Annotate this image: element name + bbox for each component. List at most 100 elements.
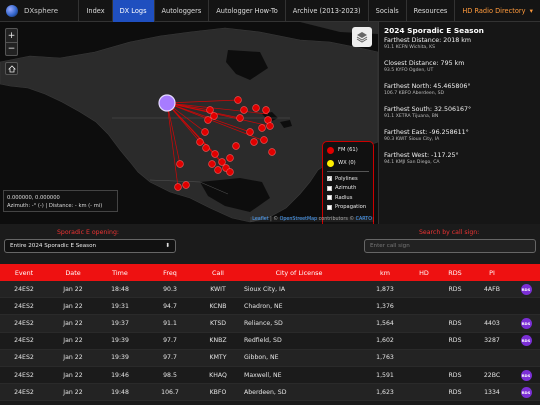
cell-freq: 106.7: [161, 388, 179, 396]
rds-badge-icon[interactable]: RDS: [520, 386, 532, 398]
cell-freq: 97.7: [163, 337, 177, 345]
coordinate-readout: 0.000000, 0.000000 Azimuth: -° (-) | Dis…: [3, 190, 118, 212]
table-row[interactable]: 24ES2 Jan 22 19:48 106.7 KBFO Aberdeen, SD 1,6…: [0, 384, 540, 402]
col-call[interactable]: Call: [212, 268, 224, 277]
cell-time: 18:48: [111, 285, 129, 293]
legend-fm[interactable]: FM (61): [327, 145, 369, 155]
cell-badge: RDS: [512, 369, 540, 381]
map-panel[interactable]: + − FM (61) WX (0) ✓ Polylines Azimuth Ra…: [0, 22, 378, 224]
table-row[interactable]: 24ES2 Jan 22 18:48 90.3 KWIT Sioux City, IA 1,…: [0, 281, 540, 299]
col-time[interactable]: Time: [112, 268, 128, 277]
home-button[interactable]: [5, 62, 18, 75]
cell-time: 19:48: [111, 388, 129, 396]
cell-km: 1,564: [376, 319, 394, 327]
col-km[interactable]: km: [380, 268, 390, 277]
propagation-label: Propagation: [335, 204, 367, 211]
nav-autologgers[interactable]: Autologgers: [153, 0, 209, 22]
rds-badge-icon[interactable]: RDS: [520, 335, 532, 347]
col-pi[interactable]: PI: [489, 268, 495, 277]
osm-link[interactable]: OpenStreetMap: [279, 217, 318, 222]
home-icon: [7, 64, 16, 72]
farthest-east-value: Farthest East: -96.258611°: [384, 129, 469, 136]
nav-index[interactable]: Index: [78, 0, 111, 22]
cell-call: KNBZ: [209, 337, 227, 345]
farthest-east: Farthest East: -96.258611° 90.3 KWIT Sio…: [384, 129, 535, 143]
chevron-down-icon: ⬍: [165, 243, 170, 249]
table-body: 24ES2 Jan 22 18:48 90.3 KWIT Sioux City, IA 1,…: [0, 281, 540, 402]
nav-archive[interactable]: Archive (2013-2023): [284, 0, 368, 22]
cell-pi: 4AFB: [484, 285, 500, 293]
brand-name: DXsphere: [24, 6, 59, 15]
coords-azimuth-distance: Azimuth: -° (-) | Distance: - km (- mi): [7, 203, 103, 209]
nav-dx-logs[interactable]: DX Logs: [111, 0, 154, 22]
cell-event: 24ES2: [14, 302, 34, 310]
cell-city: Gibbon, NE: [244, 354, 279, 362]
checkbox-checked-icon[interactable]: ✓: [327, 176, 332, 182]
us-mexico-border: [149, 179, 229, 195]
layers-button[interactable]: [352, 27, 372, 47]
table-row[interactable]: 24ES2 Jan 22 19:39 97.7 KMTY Gibbon, NE 1,763: [0, 349, 540, 367]
cell-rds: RDS: [448, 285, 462, 293]
opening-selected-value: Entire 2024 Sporadic E Season: [10, 243, 97, 249]
map-legend: FM (61) WX (0) ✓ Polylines Azimuth Radius…: [322, 141, 374, 224]
nav-socials[interactable]: Socials: [367, 0, 406, 22]
propagation-toggle[interactable]: Propagation: [327, 203, 369, 213]
cell-km: 1,602: [376, 337, 394, 345]
basemap[interactable]: [0, 22, 378, 224]
table-row[interactable]: 24ES2 Jan 22 19:46 98.5 KHAQ Maxwell, NE 1,591…: [0, 366, 540, 385]
zoom-out-button[interactable]: −: [6, 42, 17, 54]
nav-resources[interactable]: Resources: [405, 0, 455, 22]
great-lakes: [262, 112, 292, 128]
closest-distance-station: 93.5 KYFO Ogden, UT: [384, 68, 434, 73]
cell-km: 1,376: [376, 302, 394, 310]
farthest-south-station: 91.1 XETRA Tijuana, BN: [384, 114, 439, 119]
legend-wx-label: WX (0): [338, 160, 356, 166]
nav-hd-radio-label: HD Radio Directory: [462, 6, 526, 15]
farthest-north-station: 106.7 KBFO Aberdeen, SD: [384, 91, 445, 96]
col-event[interactable]: Event: [14, 268, 34, 277]
farthest-north-value: Farthest North: 45.465806°: [384, 83, 471, 90]
brand[interactable]: DXsphere: [0, 0, 78, 22]
col-city[interactable]: City of License: [275, 268, 323, 277]
nav-autologger-how-to[interactable]: Autologger How-To: [208, 0, 285, 22]
opening-select[interactable]: Entire 2024 Sporadic E Season ⬍: [4, 239, 176, 253]
table-row[interactable]: 24ES2 Jan 22 19:37 91.1 KTSD Reliance, SD 1,56…: [0, 315, 540, 333]
rds-badge-icon[interactable]: RDS: [520, 317, 532, 329]
checkbox-icon[interactable]: [327, 185, 332, 191]
rds-badge-icon[interactable]: RDS: [520, 283, 532, 295]
cell-event: 24ES2: [14, 371, 34, 379]
col-hd[interactable]: HD: [419, 268, 429, 277]
polylines-toggle[interactable]: ✓ Polylines: [327, 174, 369, 184]
cell-rds: RDS: [448, 371, 462, 379]
season-title: 2024 Sporadic E Season: [384, 26, 484, 35]
legend-wx[interactable]: WX (0): [327, 158, 369, 168]
col-freq[interactable]: Freq: [163, 268, 177, 277]
cell-freq: 90.3: [163, 285, 177, 293]
map-attribution: Leaflet | © OpenStreetMap contributors ©…: [250, 217, 374, 222]
zoom-in-button[interactable]: +: [7, 30, 16, 41]
azimuth-toggle[interactable]: Azimuth: [327, 184, 369, 194]
cell-rds: RDS: [448, 337, 462, 345]
cell-time: 19:39: [111, 337, 129, 345]
hudson-bay: [226, 50, 268, 80]
checkbox-icon[interactable]: [327, 204, 332, 210]
table-row[interactable]: 24ES2 Jan 22 19:39 97.7 KNBZ Redfield, SD 1,60…: [0, 332, 540, 350]
rds-badge-icon[interactable]: RDS: [520, 369, 532, 381]
col-rds[interactable]: RDS: [448, 268, 462, 277]
leaflet-link[interactable]: Leaflet: [252, 217, 269, 222]
cell-time: 19:39: [111, 354, 129, 362]
cell-freq: 98.5: [163, 371, 177, 379]
col-date[interactable]: Date: [65, 268, 81, 277]
checkbox-icon[interactable]: [327, 195, 332, 201]
call-sign-search-input[interactable]: Enter call sign: [364, 239, 536, 253]
fm-dot-icon: [327, 146, 334, 154]
farthest-south-value: Farthest South: 32.506167°: [384, 106, 472, 113]
cell-time: 19:31: [111, 302, 129, 310]
farthest-south: Farthest South: 32.506167° 91.1 XETRA Ti…: [384, 106, 535, 120]
table-row[interactable]: 24ES2 Jan 22 19:31 94.7 KCNB Chadron, NE 1,376: [0, 298, 540, 316]
radius-toggle[interactable]: Radius: [327, 193, 369, 203]
search-placeholder: Enter call sign: [370, 243, 410, 249]
carto-link[interactable]: CARTO: [355, 217, 372, 222]
cell-city: Sioux City, IA: [244, 285, 286, 293]
nav-hd-radio-directory[interactable]: HD Radio Directory ▾: [454, 0, 540, 22]
